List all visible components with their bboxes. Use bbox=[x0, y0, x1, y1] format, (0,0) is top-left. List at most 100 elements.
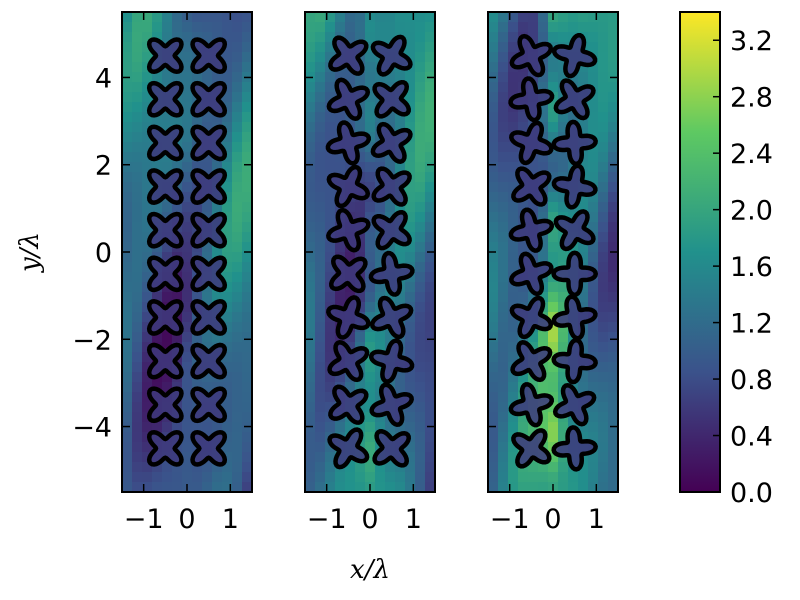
heatmap-cell bbox=[305, 352, 316, 363]
heatmap-cell bbox=[305, 122, 316, 133]
heatmap-cell bbox=[508, 462, 519, 473]
scatterer bbox=[551, 119, 598, 167]
heatmap-cell bbox=[548, 362, 559, 373]
heatmap-cell bbox=[315, 232, 326, 243]
heatmap-cell bbox=[568, 12, 579, 23]
heatmap-cell bbox=[415, 182, 426, 193]
heatmap-cell bbox=[315, 352, 326, 363]
heatmap-cell bbox=[425, 362, 436, 373]
heatmap-cell bbox=[508, 242, 519, 253]
scatterer bbox=[190, 124, 228, 162]
scatterer bbox=[551, 337, 598, 385]
heatmap-cell bbox=[325, 152, 336, 163]
heatmap-cell bbox=[142, 142, 153, 153]
heatmap-cell bbox=[122, 272, 133, 283]
heatmap-cell bbox=[335, 372, 346, 383]
heatmap-cell bbox=[182, 382, 193, 393]
heatmap-cell bbox=[588, 462, 599, 473]
heatmap-cell bbox=[488, 392, 499, 403]
heatmap-cell bbox=[365, 282, 376, 293]
heatmap-cell bbox=[405, 352, 416, 363]
heatmap-cell bbox=[162, 252, 173, 263]
heatmap-cell bbox=[242, 152, 253, 163]
heatmap-cell bbox=[548, 282, 559, 293]
heatmap-cell bbox=[325, 22, 336, 33]
heatmap-cell bbox=[588, 332, 599, 343]
heatmap-cell bbox=[558, 122, 569, 133]
heatmap-cell bbox=[242, 402, 253, 413]
heatmap-cell bbox=[608, 452, 619, 463]
heatmap-cell bbox=[305, 312, 316, 323]
heatmap-cell bbox=[142, 112, 153, 123]
heatmap-cell bbox=[498, 312, 509, 323]
heatmap-cell bbox=[518, 122, 529, 133]
heatmap-cell bbox=[498, 172, 509, 183]
heatmap-cell bbox=[598, 132, 609, 143]
heatmap-cell bbox=[132, 152, 143, 163]
heatmap-cell bbox=[578, 202, 589, 213]
heatmap-cell bbox=[405, 452, 416, 463]
heatmap-cell bbox=[325, 462, 336, 473]
heatmap-cell bbox=[242, 132, 253, 143]
heatmap-cell bbox=[425, 302, 436, 313]
heatmap-cell bbox=[305, 432, 316, 443]
heatmap-cell bbox=[355, 382, 366, 393]
heatmap-cell bbox=[315, 402, 326, 413]
heatmap-cell bbox=[508, 172, 519, 183]
heatmap-cell bbox=[192, 292, 203, 303]
heatmap-cell bbox=[222, 202, 233, 213]
heatmap-cell bbox=[182, 292, 193, 303]
heatmap-cell bbox=[365, 32, 376, 43]
heatmap-cell bbox=[325, 372, 336, 383]
scatterer bbox=[370, 34, 413, 77]
heatmap-cell bbox=[202, 252, 213, 263]
heatmap-cell bbox=[488, 22, 499, 33]
heatmap-cell bbox=[425, 52, 436, 63]
heatmap-cell bbox=[202, 482, 213, 493]
heatmap-cell bbox=[122, 362, 133, 373]
heatmap-cell bbox=[222, 302, 233, 313]
heatmap-cell bbox=[365, 312, 376, 323]
heatmap-cell bbox=[182, 142, 193, 153]
heatmap-cell bbox=[498, 192, 509, 203]
heatmap-cell bbox=[415, 312, 426, 323]
heatmap-cell bbox=[222, 472, 233, 483]
heatmap-cell bbox=[498, 52, 509, 63]
heatmap-cell bbox=[558, 152, 569, 163]
heatmap-cell bbox=[578, 332, 589, 343]
heatmap-cell bbox=[588, 242, 599, 253]
heatmap-cell bbox=[315, 312, 326, 323]
heatmap-cell bbox=[182, 102, 193, 113]
heatmap-cell bbox=[425, 12, 436, 23]
heatmap-cell bbox=[122, 242, 133, 253]
heatmap-cell bbox=[365, 462, 376, 473]
heatmap-cell bbox=[425, 172, 436, 183]
heatmap-cell bbox=[588, 172, 599, 183]
heatmap-field bbox=[122, 12, 253, 493]
heatmap-cell bbox=[222, 242, 233, 253]
heatmap-cell bbox=[182, 252, 193, 263]
heatmap-cell bbox=[212, 12, 223, 23]
heatmap-cell bbox=[182, 182, 193, 193]
heatmap-cell bbox=[232, 372, 243, 383]
heatmap-cell bbox=[122, 222, 133, 233]
heatmap-cell bbox=[405, 162, 416, 173]
heatmap-cell bbox=[222, 262, 233, 273]
heatmap-cell bbox=[385, 12, 396, 23]
heatmap-cell bbox=[232, 132, 243, 143]
heatmap-cell bbox=[242, 242, 253, 253]
heatmap-cell bbox=[315, 412, 326, 423]
heatmap-cell bbox=[222, 382, 233, 393]
heatmap-cell bbox=[578, 72, 589, 83]
heatmap-cell bbox=[242, 202, 253, 213]
heatmap-cell bbox=[598, 62, 609, 73]
heatmap-cell bbox=[425, 212, 436, 223]
heatmap-cell bbox=[498, 422, 509, 433]
heatmap-cell bbox=[588, 422, 599, 433]
heatmap-cell bbox=[415, 252, 426, 263]
heatmap-cell bbox=[232, 322, 243, 333]
heatmap-cell bbox=[212, 72, 223, 83]
heatmap-cell bbox=[242, 412, 253, 423]
heatmap-cell bbox=[202, 12, 213, 23]
heatmap-cell bbox=[132, 42, 143, 53]
